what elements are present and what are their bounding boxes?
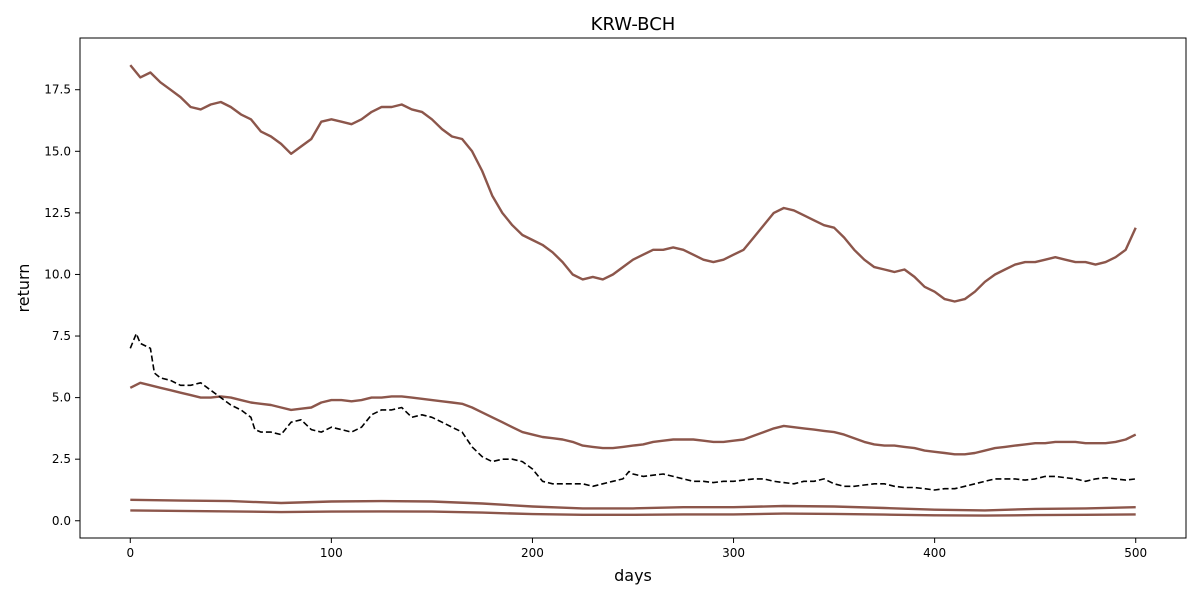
chart-title: KRW-BCH	[591, 14, 676, 35]
x-axis-label: days	[614, 566, 652, 585]
series-layer	[129, 64, 1137, 517]
y-axis: 0.0 2.5 5.0 7.5 10.0 12.5 15.0 17.5	[44, 83, 80, 528]
x-tick-label: 0	[126, 546, 134, 560]
y-tick-label: 0.0	[52, 514, 71, 528]
x-axis: 0 100 200 300 400 500	[126, 538, 1147, 560]
series-line-2	[129, 381, 1137, 456]
series-line-4	[130, 498, 1136, 512]
series-line-3	[129, 332, 1136, 491]
y-tick-label: 12.5	[44, 206, 71, 220]
plot-frame	[79, 37, 1187, 539]
x-tick-label: 200	[521, 546, 544, 560]
y-tick-label: 10.0	[44, 267, 71, 281]
y-tick-label: 2.5	[52, 452, 71, 466]
series-line-5	[130, 509, 1136, 517]
x-tick-label: 100	[320, 546, 343, 560]
y-tick-label: 15.0	[44, 144, 71, 158]
y-axis-label: return	[14, 264, 33, 313]
x-tick-label: 400	[923, 546, 946, 560]
x-tick-label: 300	[722, 546, 745, 560]
y-tick-label: 5.0	[52, 391, 71, 405]
x-tick-label: 500	[1124, 546, 1147, 560]
series-line-1	[129, 64, 1137, 303]
y-tick-label: 7.5	[52, 329, 71, 343]
y-tick-label: 17.5	[44, 83, 71, 97]
